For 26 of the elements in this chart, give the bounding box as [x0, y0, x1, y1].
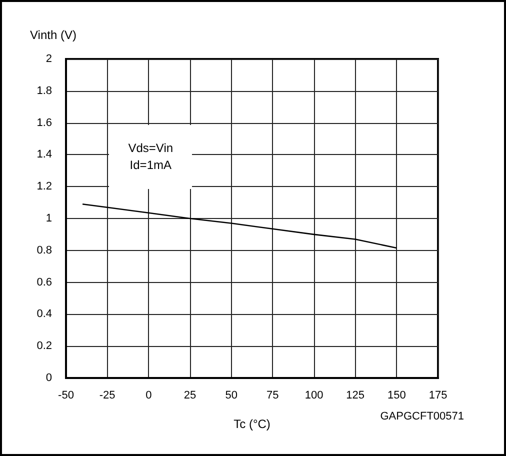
y-tick-label: 1.8	[36, 84, 52, 97]
y-tick-label: 0	[46, 372, 52, 384]
x-axis-title: Tc (°C)	[234, 417, 270, 431]
x-tick-label: 0	[146, 390, 152, 402]
y-axis-title: Vinth (V)	[30, 28, 76, 42]
y-tick-label: 1.2	[36, 180, 52, 193]
y-tick-label: 0.6	[36, 276, 52, 288]
y-tick-label: 0.8	[36, 244, 52, 256]
x-tick-label: 150	[387, 390, 406, 402]
x-tick-label: 75	[266, 390, 279, 402]
text: GAPGCFT00571	[380, 410, 464, 422]
x-tick-label: 125	[346, 390, 365, 402]
y-tick-label: 0.4	[36, 308, 52, 320]
y-tick-label: 2	[46, 53, 52, 65]
line-series	[82, 203, 398, 249]
x-tick-label: -50	[58, 390, 74, 402]
x-tick-label: 100	[304, 390, 324, 402]
y-tick-label: 1	[46, 212, 52, 224]
y-tick-label: 1.6	[36, 116, 52, 129]
y-tick-label: 1.4	[36, 148, 52, 161]
x-tick-label: 175	[428, 390, 448, 402]
x-tick-label: 50	[225, 390, 238, 402]
y-tick-label: 0.2	[36, 340, 52, 352]
note-box: Vds=Vin Id=1mA	[109, 124, 192, 189]
x-tick-label: -25	[99, 390, 116, 402]
x-tick-label: 25	[184, 390, 196, 402]
